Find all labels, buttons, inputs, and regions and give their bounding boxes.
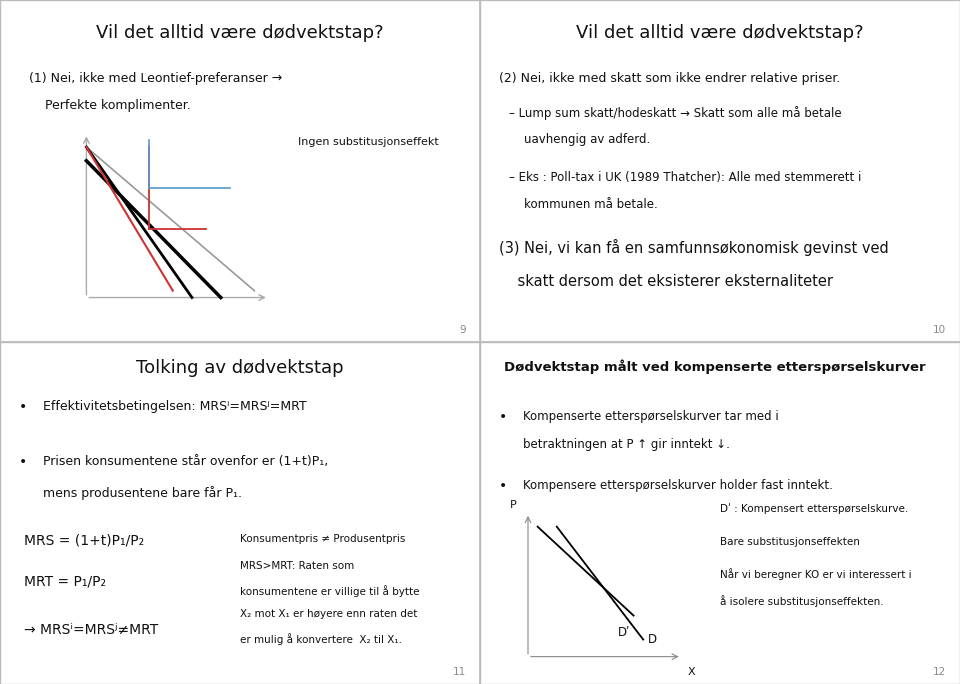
Text: Vil det alltid være dødvektstap?: Vil det alltid være dødvektstap? (576, 24, 864, 42)
Text: P: P (510, 499, 517, 510)
Text: 9: 9 (459, 325, 466, 335)
Text: D: D (648, 633, 658, 646)
Text: X₂ mot X₁ er høyere enn raten det: X₂ mot X₁ er høyere enn raten det (240, 609, 418, 619)
Text: (2) Nei, ikke med skatt som ikke endrer relative priser.: (2) Nei, ikke med skatt som ikke endrer … (499, 72, 841, 85)
Text: Perfekte komplimenter.: Perfekte komplimenter. (29, 99, 190, 112)
Text: – Eks : Poll-tax i UK (1989 Thatcher): Alle med stemmerett i: – Eks : Poll-tax i UK (1989 Thatcher): A… (509, 171, 861, 184)
Text: å isolere substitusjonseffekten.: å isolere substitusjonseffekten. (720, 595, 883, 607)
Text: Konsumentpris ≠ Produsentpris: Konsumentpris ≠ Produsentpris (240, 534, 405, 544)
Text: Kompensere etterspørselskurver holder fast inntekt.: Kompensere etterspørselskurver holder fa… (523, 479, 833, 492)
Text: X: X (687, 667, 695, 677)
Text: 10: 10 (932, 325, 946, 335)
Text: skatt dersom det eksisterer eksternaliteter: skatt dersom det eksisterer eksternalite… (499, 274, 833, 289)
Text: Når vi beregner KO er vi interessert i: Når vi beregner KO er vi interessert i (720, 568, 912, 579)
Text: – Lump sum skatt/hodeskatt → Skatt som alle må betale: – Lump sum skatt/hodeskatt → Skatt som a… (509, 106, 841, 120)
Text: •: • (499, 410, 508, 424)
Text: •: • (19, 455, 28, 469)
Text: → MRSⁱ=MRSʲ≠MRT: → MRSⁱ=MRSʲ≠MRT (24, 622, 158, 636)
Text: •: • (19, 400, 28, 414)
Text: betraktningen at P ↑ gir inntekt ↓.: betraktningen at P ↑ gir inntekt ↓. (523, 438, 730, 451)
Text: er mulig å konvertere  X₂ til X₁.: er mulig å konvertere X₂ til X₁. (240, 633, 402, 644)
Text: Vil det alltid være dødvektstap?: Vil det alltid være dødvektstap? (96, 24, 384, 42)
Text: konsumentene er villige til å bytte: konsumentene er villige til å bytte (240, 585, 420, 596)
Text: (1) Nei, ikke med Leontief-preferanser →: (1) Nei, ikke med Leontief-preferanser → (29, 72, 282, 85)
Text: Ingen substitusjonseffekt: Ingen substitusjonseffekt (298, 137, 439, 147)
Text: 12: 12 (932, 667, 946, 677)
Text: mens produsentene bare får P₁.: mens produsentene bare får P₁. (43, 486, 242, 499)
Text: kommunen må betale.: kommunen må betale. (509, 198, 658, 211)
Text: MRS = (1+t)P₁/P₂: MRS = (1+t)P₁/P₂ (24, 534, 144, 547)
Text: 11: 11 (452, 667, 466, 677)
Text: Effektivitetsbetingelsen: MRSⁱ=MRSʲ=MRT: Effektivitetsbetingelsen: MRSⁱ=MRSʲ=MRT (43, 400, 307, 413)
Text: uavhengig av adferd.: uavhengig av adferd. (509, 133, 650, 146)
Text: Dʹ: Dʹ (618, 626, 630, 639)
Text: Kompenserte etterspørselskurver tar med i: Kompenserte etterspørselskurver tar med … (523, 410, 779, 423)
Text: Prisen konsumentene står ovenfor er (1+t)P₁,: Prisen konsumentene står ovenfor er (1+t… (43, 455, 328, 468)
Text: Bare substitusjonseffekten: Bare substitusjonseffekten (720, 537, 860, 547)
Text: MRS>MRT: Raten som: MRS>MRT: Raten som (240, 561, 354, 571)
Text: Tolking av dødvektstap: Tolking av dødvektstap (136, 359, 344, 377)
Text: •: • (499, 479, 508, 492)
Text: Dʹ : Kompensert etterspørselskurve.: Dʹ : Kompensert etterspørselskurve. (720, 503, 908, 514)
Text: Dødvektstap målt ved kompenserte etterspørselskurver: Dødvektstap målt ved kompenserte ettersp… (504, 359, 925, 373)
Text: MRT = P₁/P₂: MRT = P₁/P₂ (24, 575, 106, 588)
Text: (3) Nei, vi kan få en samfunnsøkonomisk gevinst ved: (3) Nei, vi kan få en samfunnsøkonomisk … (499, 239, 889, 256)
